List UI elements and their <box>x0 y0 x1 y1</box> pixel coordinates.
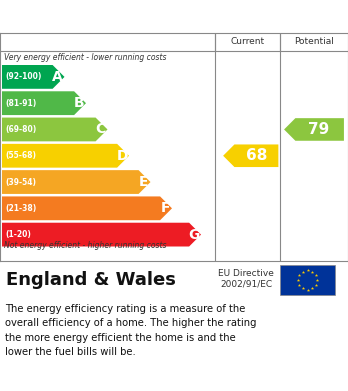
Text: EU Directive
2002/91/EC: EU Directive 2002/91/EC <box>218 269 274 289</box>
Polygon shape <box>223 144 278 167</box>
Text: Very energy efficient - lower running costs: Very energy efficient - lower running co… <box>4 53 166 62</box>
Polygon shape <box>2 223 201 246</box>
Text: (81-91): (81-91) <box>5 99 36 108</box>
Text: (1-20): (1-20) <box>5 230 31 239</box>
Text: Potential: Potential <box>294 38 334 47</box>
Text: (39-54): (39-54) <box>5 178 36 187</box>
Text: Energy Efficiency Rating: Energy Efficiency Rating <box>10 9 232 24</box>
Text: (92-100): (92-100) <box>5 72 41 81</box>
Text: (55-68): (55-68) <box>5 151 36 160</box>
Text: (69-80): (69-80) <box>5 125 36 134</box>
Bar <box>280 265 335 295</box>
Text: 68: 68 <box>246 148 267 163</box>
Polygon shape <box>2 65 64 89</box>
Text: E: E <box>139 175 148 189</box>
Text: F: F <box>160 201 170 215</box>
Polygon shape <box>2 91 86 115</box>
Text: 79: 79 <box>308 122 330 137</box>
Text: A: A <box>52 70 63 84</box>
Text: England & Wales: England & Wales <box>6 271 176 289</box>
Polygon shape <box>2 118 108 142</box>
Text: Current: Current <box>230 38 264 47</box>
Text: D: D <box>116 149 128 163</box>
Polygon shape <box>2 196 172 220</box>
Text: G: G <box>188 228 200 242</box>
Text: Not energy efficient - higher running costs: Not energy efficient - higher running co… <box>4 241 166 250</box>
Polygon shape <box>2 170 150 194</box>
Text: C: C <box>95 122 106 136</box>
Text: B: B <box>74 96 84 110</box>
Text: The energy efficiency rating is a measure of the
overall efficiency of a home. T: The energy efficiency rating is a measur… <box>5 304 256 357</box>
Polygon shape <box>284 118 344 141</box>
Text: (21-38): (21-38) <box>5 204 36 213</box>
Polygon shape <box>2 144 129 168</box>
